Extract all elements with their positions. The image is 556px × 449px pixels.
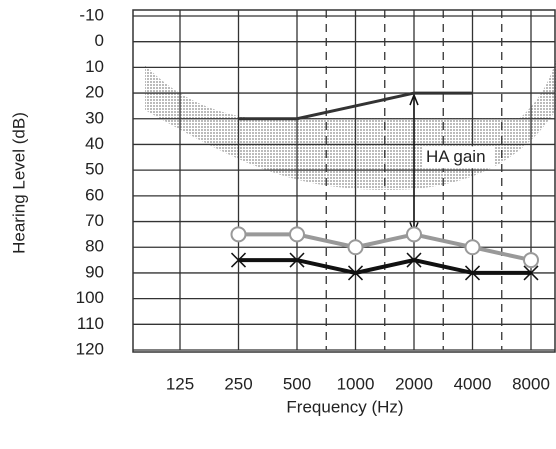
annotation-bg — [422, 146, 494, 169]
series-line — [238, 91, 473, 121]
arrow-head — [409, 93, 419, 106]
y-tick-label: 10 — [85, 57, 104, 76]
point-marker — [464, 239, 481, 256]
y-tick-label: 70 — [85, 211, 104, 230]
series-line — [238, 258, 531, 275]
point-marker — [464, 265, 481, 281]
y-tick-label: 40 — [85, 134, 104, 153]
y-tick-label: 80 — [85, 237, 104, 256]
y-tick-label: 90 — [85, 262, 104, 281]
y-tick-label: 20 — [85, 83, 104, 102]
x-tick-label: 1000 — [337, 374, 375, 393]
y-tick-label: 110 — [77, 314, 104, 333]
x-tick-label: 250 — [224, 374, 252, 393]
point-marker — [523, 252, 539, 269]
point-marker — [230, 226, 247, 243]
point-marker — [406, 226, 422, 243]
y-tick-label: 0 — [95, 31, 104, 50]
annotation: HA gain — [426, 147, 486, 166]
x-tick-label: 2000 — [395, 374, 433, 393]
point-marker — [523, 265, 539, 281]
point-marker — [406, 252, 422, 268]
point-marker — [347, 265, 364, 281]
x-axis-label: Frequency (Hz) — [286, 397, 403, 416]
point-marker — [347, 239, 364, 256]
plot-frame — [132, 9, 556, 353]
y-tick-label: 30 — [85, 108, 104, 127]
x-tick-label: 4000 — [454, 374, 492, 393]
x-tick-label: 500 — [283, 374, 311, 393]
point-marker — [289, 226, 305, 243]
y-tick-label: -10 — [79, 5, 104, 24]
y-tick-label: 120 — [76, 339, 104, 358]
y-tick-label: 50 — [85, 160, 104, 179]
point-marker — [289, 252, 305, 268]
y-tick-label: 60 — [85, 185, 104, 204]
point-marker — [230, 252, 247, 268]
x-tick-label: 125 — [166, 374, 194, 393]
x-tick-label: 8000 — [512, 374, 550, 393]
series-line — [238, 232, 532, 263]
y-axis-label: Hearing Level (dB) — [9, 112, 28, 254]
y-tick-label: 100 — [76, 288, 104, 307]
